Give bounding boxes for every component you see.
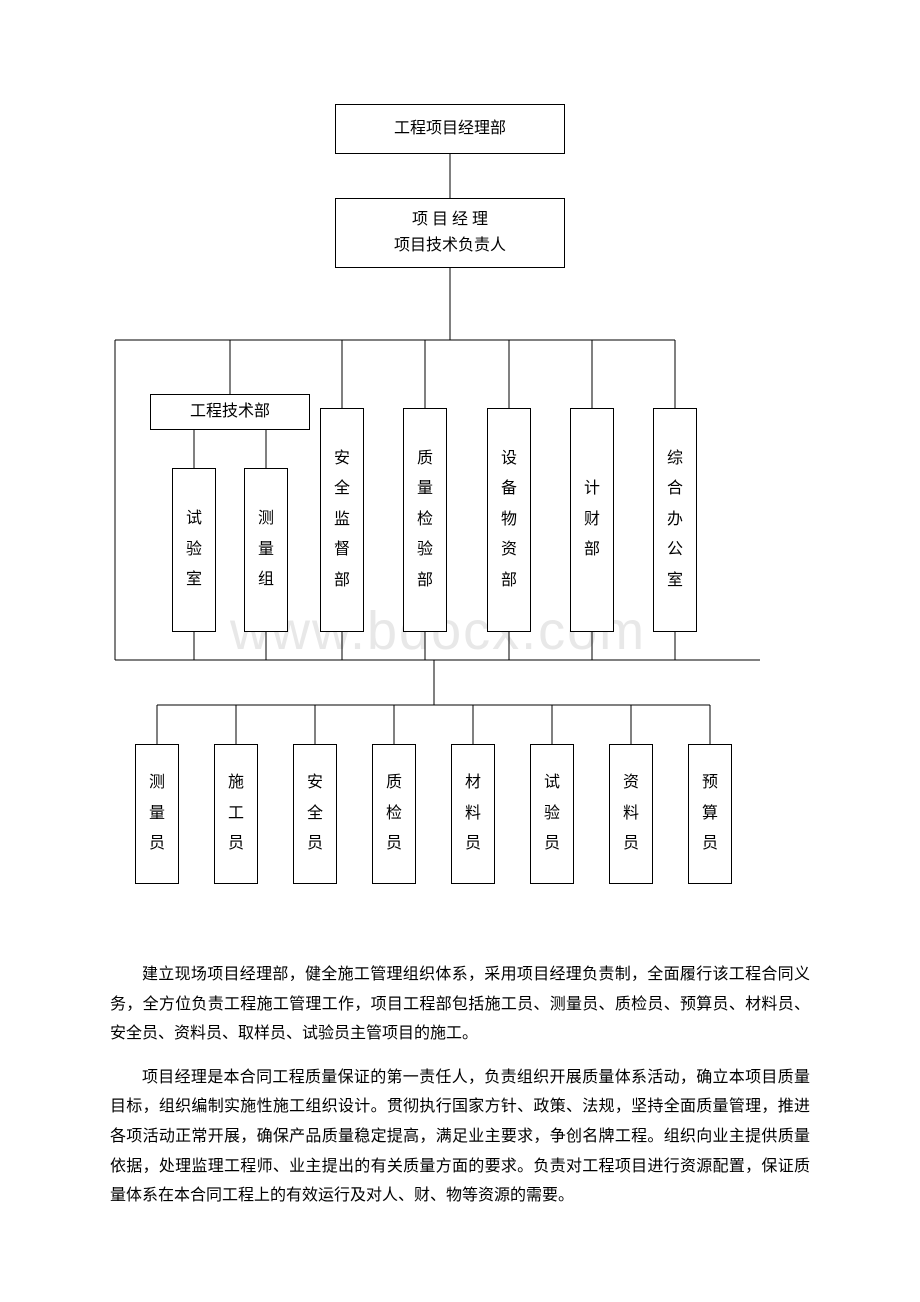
- node-tech-dept: 工程技术部: [150, 394, 310, 430]
- node-label: 安全监督部: [334, 444, 350, 596]
- node-document-staff: 资料员: [609, 744, 653, 884]
- node-safety-staff: 安全员: [293, 744, 337, 884]
- node-label: 综合办公室: [667, 444, 683, 596]
- node-safety-dept: 安全监督部: [320, 408, 364, 632]
- node-lab: 试验室: [172, 468, 216, 632]
- node-survey-group: 测量组: [244, 468, 288, 632]
- node-label: 设备物资部: [501, 444, 517, 596]
- node-label: 工程技术部: [190, 399, 270, 425]
- body-text: 建立现场项目经理部，健全施工管理组织体系，采用项目经理负责制，全面履行该工程合同…: [0, 920, 920, 1285]
- node-label: 工程项目经理部: [394, 116, 506, 142]
- node-label: 试验室: [186, 504, 202, 595]
- node-surveyor: 测量员: [135, 744, 179, 884]
- node-label: 质检员: [386, 768, 402, 859]
- node-label: 安全员: [307, 768, 323, 859]
- node-label: 测量组: [258, 504, 274, 595]
- node-label: 施工员: [228, 768, 244, 859]
- node-label-line2: 项目技术负责人: [394, 233, 506, 259]
- node-test-staff: 试验员: [530, 744, 574, 884]
- node-label: 预算员: [702, 768, 718, 859]
- node-material-staff: 材料员: [451, 744, 495, 884]
- node-finance-dept: 计财部: [570, 408, 614, 632]
- node-label: 质量检验部: [417, 444, 433, 596]
- node-general-office: 综合办公室: [653, 408, 697, 632]
- node-label: 计财部: [584, 474, 600, 565]
- node-project-dept: 工程项目经理部: [335, 104, 565, 154]
- node-constructor: 施工员: [214, 744, 258, 884]
- org-chart-diagram: www.bdocx.com: [0, 0, 920, 920]
- node-label: 试验员: [544, 768, 560, 859]
- node-equipment-dept: 设备物资部: [487, 408, 531, 632]
- node-qc-staff: 质检员: [372, 744, 416, 884]
- node-label: 资料员: [623, 768, 639, 859]
- node-label-line1: 项 目 经 理: [412, 207, 488, 233]
- node-qc-dept: 质量检验部: [403, 408, 447, 632]
- node-project-manager: 项 目 经 理 项目技术负责人: [335, 198, 565, 268]
- node-label: 材料员: [465, 768, 481, 859]
- paragraph-1: 建立现场项目经理部，健全施工管理组织体系，采用项目经理负责制，全面履行该工程合同…: [110, 960, 810, 1049]
- node-label: 测量员: [149, 768, 165, 859]
- node-budget-staff: 预算员: [688, 744, 732, 884]
- paragraph-2: 项目经理是本合同工程质量保证的第一责任人，负责组织开展质量体系活动，确立本项目质…: [110, 1063, 810, 1211]
